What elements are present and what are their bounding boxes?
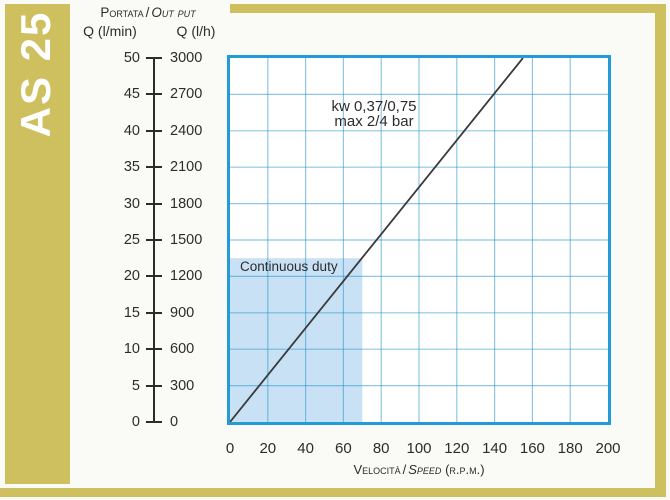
y-right-tick-label: 2400 (170, 122, 203, 139)
y-right-tick-label: 2700 (170, 86, 203, 103)
output-header-primary: Portata (100, 5, 144, 20)
x-tick-label: 200 (595, 440, 621, 457)
power-annotation-line1: kw 0,37/0,75 (331, 98, 417, 115)
x-tick-label: 80 (372, 440, 390, 457)
y-right-tick-label: 1800 (170, 195, 203, 212)
y-left-tick-label: 35 (123, 159, 140, 176)
y-right-tick-label: 0 (170, 414, 179, 430)
flow-axis-tick (146, 311, 162, 314)
flow-axis-tick (146, 129, 162, 132)
y-right-tick-label: 900 (170, 304, 195, 321)
flow-axis-tick (146, 166, 162, 169)
y-right-tick-label: 3000 (170, 50, 203, 66)
x-axis-title-primary: Velocità (353, 462, 401, 477)
model-label: AS 25 (12, 10, 59, 138)
power-annotation: kw 0,37/0,75 max 2/4 bar (289, 99, 459, 129)
unit-label-lh: Q (l/h) (176, 23, 216, 39)
flow-axis-tick (146, 57, 162, 59)
unit-label-lmin: Q (l/min) (83, 23, 137, 39)
flow-axis-tick (146, 202, 162, 205)
frame-bottom-strip (0, 488, 666, 497)
x-axis-title-unit: (r.p.m.) (445, 462, 485, 477)
flow-axis-tick (146, 93, 162, 96)
y-right-tick-label: 600 (170, 341, 195, 358)
y-left-tick-label: 20 (123, 268, 140, 285)
continuous-duty-label: Continuous duty (240, 259, 338, 274)
x-axis-title-separator: / (402, 462, 407, 477)
flow-axis-tick (146, 239, 162, 241)
x-tick-label: 160 (519, 440, 545, 457)
y-left-tick-label: 0 (131, 414, 140, 430)
y-left-tick-label: 30 (123, 195, 140, 212)
flow-axis-tick (146, 275, 162, 278)
y-left-tick-label: 45 (123, 86, 140, 103)
chart-plot-svg (230, 58, 608, 422)
flow-axis-tick (146, 348, 162, 351)
x-tick-label: 100 (406, 440, 432, 457)
frame-right-strip (655, 4, 666, 497)
frame-top-strip (230, 4, 666, 13)
x-tick-label: 60 (335, 440, 352, 457)
output-header-secondary: Out put (151, 5, 196, 20)
x-axis-title-secondary: Speed (408, 462, 442, 477)
y-left-tick-label: 40 (123, 122, 140, 139)
y-left-tick-label: 50 (123, 50, 140, 66)
y-right-tick-label: 1500 (170, 232, 203, 248)
model-side-band: AS 25 (5, 4, 70, 484)
output-header: Portata / Out put (78, 5, 218, 20)
flow-vs-speed-line (230, 58, 524, 422)
y-left-tick-label: 25 (123, 232, 140, 248)
y-left-tick-label: 10 (123, 341, 140, 358)
x-tick-label: 180 (557, 440, 583, 457)
y-left-tick-label: 5 (131, 377, 140, 394)
x-tick-label: 140 (482, 440, 508, 457)
x-axis-title: Velocità / Speed (r.p.m.) (319, 462, 519, 477)
performance-chart: Continuous duty kw 0,37/0,75 max 2/4 bar (227, 55, 611, 425)
y-left-tick-label: 15 (123, 304, 140, 321)
y-right-tick-label: 1200 (170, 268, 203, 285)
x-tick-label: 20 (259, 440, 277, 457)
x-tick-label: 120 (444, 440, 470, 457)
output-header-separator: / (145, 5, 150, 20)
flow-axis-tick (146, 384, 162, 387)
y-right-tick-label: 2100 (170, 159, 203, 176)
y-right-tick-label: 300 (170, 377, 195, 394)
flow-axis-tick (146, 421, 162, 423)
x-tick-label: 0 (225, 440, 235, 457)
x-tick-label: 40 (297, 440, 314, 457)
power-annotation-line2: max 2/4 bar (334, 113, 414, 130)
